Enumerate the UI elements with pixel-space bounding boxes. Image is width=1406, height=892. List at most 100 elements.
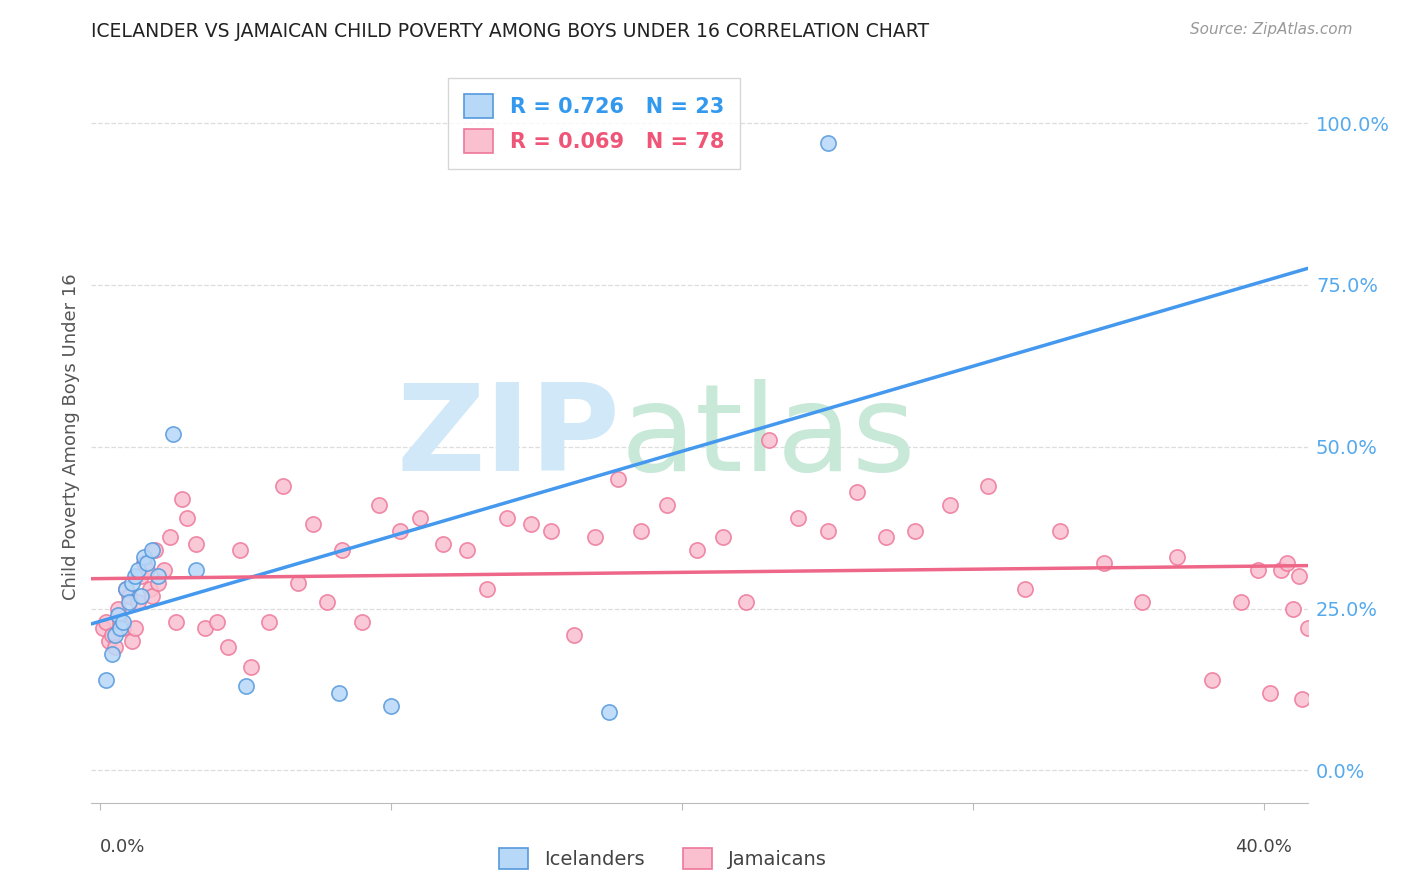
Point [904, 524, 927, 538]
Point [162, 426, 184, 441]
Point [540, 524, 562, 538]
Point [141, 543, 163, 558]
Point [217, 640, 239, 655]
Point [875, 530, 897, 544]
Point [1296, 621, 1319, 635]
Point [301, 517, 323, 532]
Point [107, 601, 129, 615]
Point [124, 621, 146, 635]
Point [409, 511, 432, 525]
Point [176, 511, 198, 525]
Point [112, 615, 135, 629]
Point [94, 615, 117, 629]
Point [127, 595, 149, 609]
Point [1291, 692, 1313, 706]
Point [845, 485, 868, 500]
Point [564, 627, 586, 641]
Point [257, 615, 280, 629]
Point [519, 517, 541, 532]
Point [115, 582, 138, 597]
Point [118, 595, 141, 609]
Point [1092, 557, 1115, 571]
Point [104, 627, 127, 641]
Point [135, 557, 157, 571]
Point [287, 575, 309, 590]
Point [94, 673, 117, 687]
Point [132, 557, 155, 571]
Point [976, 478, 998, 492]
Point [110, 621, 132, 635]
Text: atlas: atlas [620, 378, 917, 496]
Point [735, 595, 758, 609]
Point [711, 530, 734, 544]
Y-axis label: Child Poverty Among Boys Under 16: Child Poverty Among Boys Under 16 [62, 274, 80, 600]
Point [153, 563, 176, 577]
Point [91, 621, 114, 635]
Point [817, 136, 839, 150]
Point [432, 537, 454, 551]
Point [1277, 557, 1299, 571]
Point [496, 511, 519, 525]
Point [184, 537, 207, 551]
Point [1282, 601, 1305, 615]
Point [630, 524, 652, 538]
Point [330, 543, 353, 558]
Text: ZIP: ZIP [396, 378, 620, 496]
Point [380, 698, 402, 713]
Point [316, 595, 339, 609]
Point [121, 634, 143, 648]
Point [368, 498, 391, 512]
Point [132, 549, 155, 564]
Point [598, 705, 620, 719]
Point [1014, 582, 1036, 597]
Point [350, 615, 373, 629]
Point [607, 472, 630, 486]
Point [787, 511, 810, 525]
Text: 40.0%: 40.0% [1236, 838, 1292, 856]
Point [148, 569, 170, 583]
Point [170, 491, 193, 506]
Point [475, 582, 498, 597]
Point [1130, 595, 1153, 609]
Point [583, 530, 606, 544]
Point [138, 582, 160, 597]
Point [145, 543, 167, 558]
Point [115, 582, 138, 597]
Legend: Icelanders, Jamaicans: Icelanders, Jamaicans [491, 840, 835, 877]
Point [1166, 549, 1188, 564]
Point [1270, 563, 1292, 577]
Point [235, 679, 257, 693]
Point [159, 530, 181, 544]
Point [112, 621, 135, 635]
Point [1229, 595, 1251, 609]
Point [129, 589, 152, 603]
Point [240, 660, 263, 674]
Point [118, 589, 141, 603]
Point [127, 563, 149, 577]
Point [148, 575, 170, 590]
Point [273, 478, 295, 492]
Point [184, 563, 207, 577]
Point [141, 589, 163, 603]
Point [1288, 569, 1310, 583]
Point [124, 569, 146, 583]
Point [817, 524, 839, 538]
Point [107, 608, 129, 623]
Text: Source: ZipAtlas.com: Source: ZipAtlas.com [1189, 22, 1353, 37]
Point [938, 498, 960, 512]
Point [657, 498, 679, 512]
Point [229, 543, 252, 558]
Point [121, 575, 143, 590]
Text: 0.0%: 0.0% [100, 838, 145, 856]
Point [1247, 563, 1270, 577]
Point [1258, 686, 1281, 700]
Point [135, 563, 157, 577]
Point [205, 615, 228, 629]
Point [100, 647, 122, 661]
Point [194, 621, 217, 635]
Point [456, 543, 478, 558]
Point [1049, 524, 1071, 538]
Point [685, 543, 707, 558]
Point [100, 627, 122, 641]
Point [129, 569, 152, 583]
